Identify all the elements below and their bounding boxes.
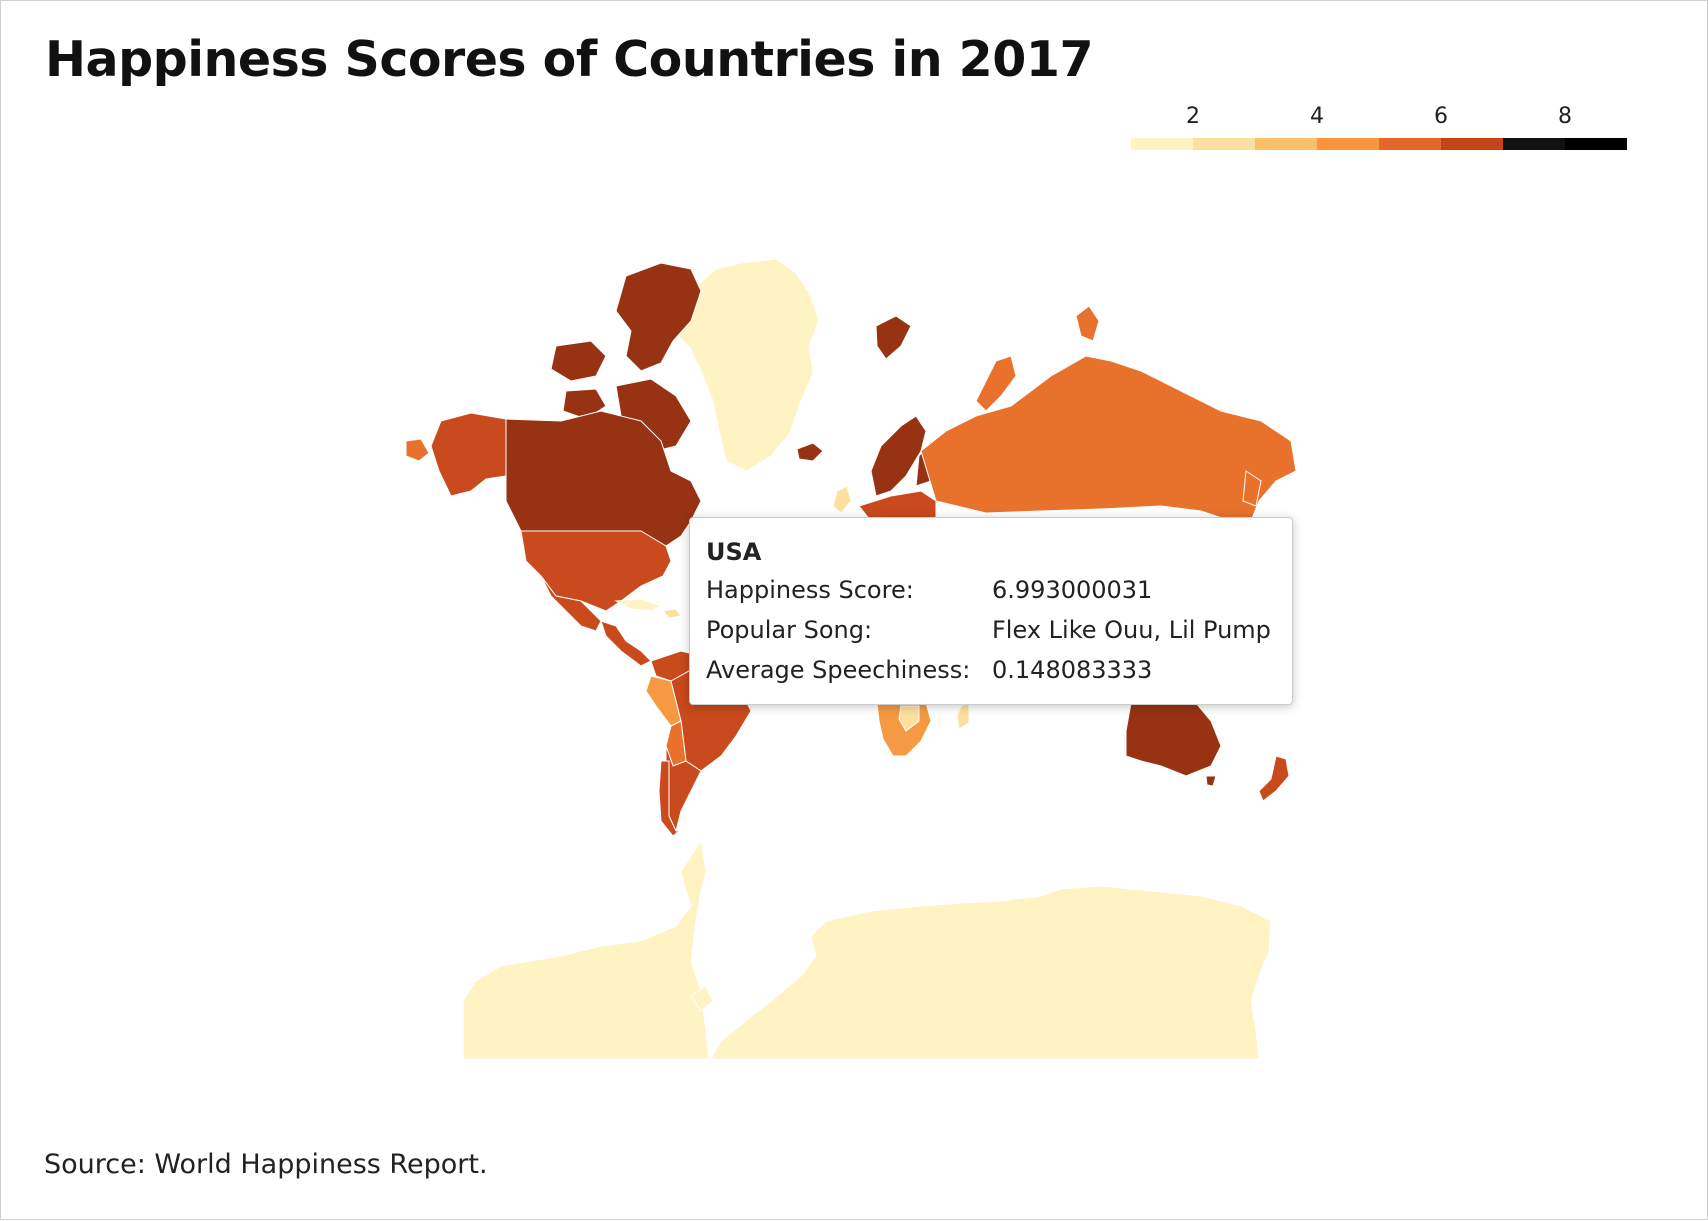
region-madagascar[interactable] bbox=[956, 702, 970, 730]
region-norway-sweden[interactable] bbox=[870, 415, 927, 497]
region-antarctica-east[interactable] bbox=[710, 885, 1272, 1060]
legend-swatch-3 bbox=[1255, 138, 1317, 150]
region-uk[interactable] bbox=[832, 485, 852, 514]
region-caribbean-small[interactable] bbox=[662, 608, 682, 619]
region-iceland[interactable] bbox=[796, 442, 824, 462]
region-canada-arctic-north[interactable] bbox=[615, 262, 702, 372]
region-new-zealand[interactable] bbox=[1258, 755, 1290, 802]
region-antarctica[interactable] bbox=[462, 839, 710, 1060]
legend-tick-2: 2 bbox=[1186, 104, 1200, 129]
tooltip-country-name: USA bbox=[706, 538, 762, 566]
legend-swatch-4 bbox=[1317, 138, 1379, 150]
legend-swatch-5 bbox=[1379, 138, 1441, 150]
region-south-africa-inner[interactable] bbox=[898, 705, 920, 732]
region-novaya-zemlya[interactable] bbox=[1075, 305, 1100, 342]
tooltip-value: 0.148083333 bbox=[992, 656, 1153, 684]
region-usa[interactable] bbox=[520, 530, 672, 612]
region-svalbard[interactable] bbox=[875, 315, 912, 360]
region-russia[interactable] bbox=[920, 355, 1297, 522]
tooltip-label: Happiness Score: bbox=[706, 576, 914, 604]
tooltip-label: Average Speechiness: bbox=[706, 656, 971, 684]
chart-title: Happiness Scores of Countries in 2017 bbox=[45, 31, 1094, 88]
region-cuba[interactable] bbox=[614, 598, 663, 612]
region-kamchatka[interactable] bbox=[1242, 470, 1262, 507]
country-tooltip: USA Happiness Score: 6.993000031 Popular… bbox=[689, 517, 1293, 705]
tooltip-label: Popular Song: bbox=[706, 616, 873, 644]
legend-tick-8: 8 bbox=[1558, 104, 1572, 129]
legend-swatch-1 bbox=[1131, 138, 1193, 150]
region-alaska[interactable] bbox=[430, 412, 507, 497]
region-chile[interactable] bbox=[658, 760, 682, 837]
region-central-america[interactable] bbox=[600, 620, 652, 667]
legend-tick-6: 6 bbox=[1434, 104, 1448, 129]
region-alaska-aleutians[interactable] bbox=[405, 438, 430, 462]
tooltip-value: 6.993000031 bbox=[992, 576, 1153, 604]
region-arctic-island-russia[interactable] bbox=[975, 355, 1017, 412]
color-legend: 2 4 6 8 bbox=[1131, 104, 1631, 154]
region-antarctica-islands[interactable] bbox=[690, 985, 714, 1012]
tooltip-value: Flex Like Ouu, Lil Pump bbox=[992, 616, 1271, 644]
legend-swatch-2 bbox=[1193, 138, 1255, 150]
legend-swatch-7 bbox=[1503, 138, 1565, 150]
legend-swatch-6 bbox=[1441, 138, 1503, 150]
region-mexico[interactable] bbox=[540, 575, 602, 632]
source-note: Source: World Happiness Report. bbox=[44, 1149, 488, 1180]
legend-tick-4: 4 bbox=[1310, 104, 1324, 129]
legend-swatch-8 bbox=[1565, 138, 1627, 150]
region-tasmania[interactable] bbox=[1205, 775, 1217, 787]
region-australia[interactable] bbox=[1125, 702, 1222, 777]
region-canada-arctic-west[interactable] bbox=[550, 340, 607, 382]
